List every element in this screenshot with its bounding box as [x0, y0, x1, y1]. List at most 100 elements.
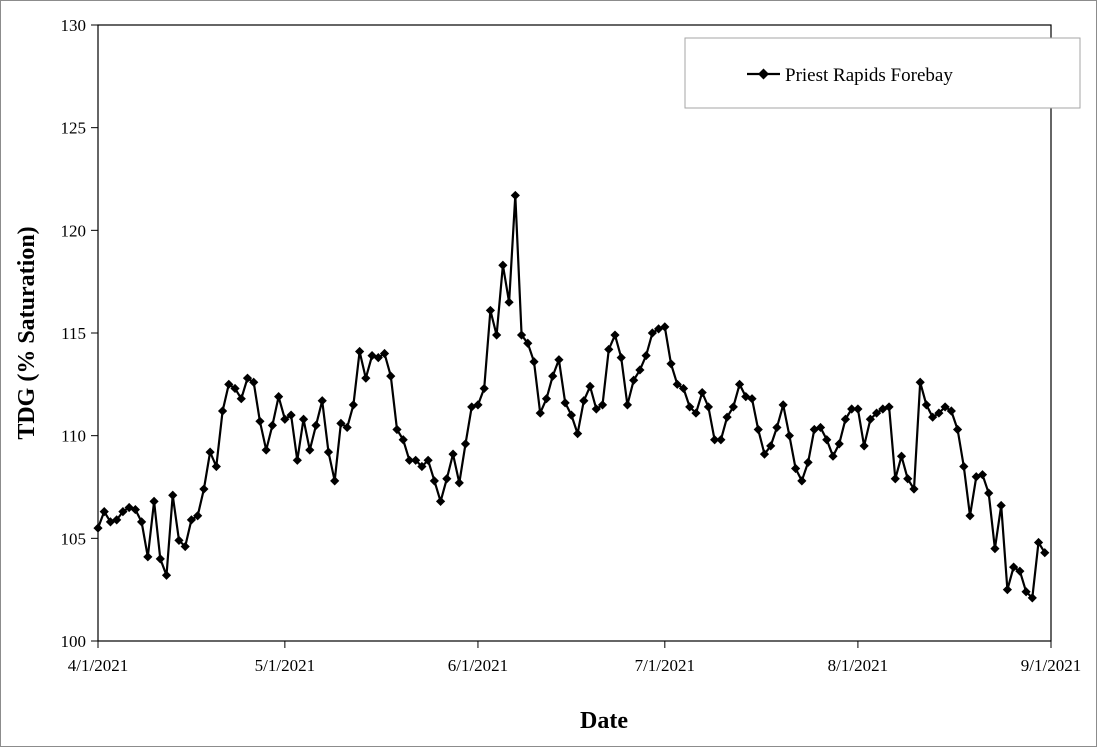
y-tick-label: 120: [61, 221, 87, 240]
data-point: [386, 371, 396, 381]
x-tick-label: 8/1/2021: [828, 656, 888, 675]
data-point: [610, 330, 620, 340]
data-point: [460, 439, 471, 449]
series-layer: [93, 190, 1050, 603]
data-point: [217, 406, 228, 416]
data-point: [772, 422, 782, 433]
data-point: [535, 408, 545, 418]
data-point: [342, 422, 352, 433]
data-point: [224, 379, 234, 389]
data-point: [249, 377, 259, 387]
data-point: [404, 455, 415, 465]
data-point: [566, 410, 576, 420]
data-point: [622, 400, 633, 410]
legend: Priest Rapids Forebay: [684, 37, 1081, 109]
data-point: [236, 394, 246, 404]
data-point: [417, 461, 427, 472]
data-point: [118, 507, 128, 517]
plot-border: [97, 24, 1052, 642]
data-point: [604, 344, 614, 355]
data-point: [865, 414, 875, 424]
data-point: [93, 523, 103, 533]
data-point: [591, 404, 601, 414]
data-point: [977, 470, 988, 480]
data-point: [685, 402, 695, 412]
data-point: [647, 328, 657, 338]
y-tick-label: 115: [61, 324, 86, 343]
data-point: [174, 535, 184, 545]
data-point: [703, 402, 714, 412]
data-point: [442, 474, 452, 484]
data-point: [1002, 585, 1012, 595]
data-point: [890, 474, 900, 484]
data-point: [130, 504, 140, 515]
data-point: [597, 400, 608, 410]
data-point: [734, 379, 745, 389]
y-tick-label: 105: [61, 529, 87, 548]
data-point: [230, 383, 240, 394]
data-point: [934, 408, 944, 418]
data-point: [1015, 566, 1025, 576]
data-point: [373, 353, 383, 363]
data-point: [678, 383, 689, 394]
data-point: [952, 424, 963, 435]
data-point: [815, 422, 826, 433]
data-point: [355, 346, 365, 357]
data-point: [585, 381, 595, 391]
data-point: [423, 455, 433, 465]
data-point: [641, 350, 651, 361]
data-point: [211, 461, 221, 472]
legend-entry-label: Priest Rapids Forebay: [785, 65, 953, 86]
data-point: [896, 451, 907, 461]
data-point: [473, 400, 483, 410]
data-point: [242, 373, 253, 383]
data-point: [510, 190, 520, 201]
data-point: [149, 496, 159, 506]
data-point: [797, 476, 807, 486]
data-point: [155, 554, 165, 564]
data-point: [467, 402, 477, 412]
x-tick-label: 4/1/2021: [68, 656, 128, 675]
data-point: [398, 435, 408, 445]
data-point: [616, 353, 626, 363]
data-point: [161, 570, 172, 580]
data-point: [411, 455, 421, 465]
data-point: [853, 404, 863, 414]
data-point: [548, 371, 558, 381]
data-point: [691, 408, 701, 418]
data-point: [666, 359, 676, 369]
data-point: [834, 439, 844, 449]
data-point: [317, 396, 327, 406]
data-point: [392, 424, 402, 435]
y-tick-label: 125: [61, 119, 87, 138]
data-point: [672, 379, 682, 389]
data-point: [940, 402, 950, 412]
data-point: [1021, 587, 1031, 597]
data-point: [112, 515, 122, 525]
data-point: [105, 517, 116, 527]
data-point: [847, 404, 857, 414]
data-point: [660, 322, 670, 332]
data-point: [186, 515, 197, 525]
x-tick-label: 5/1/2021: [255, 656, 315, 675]
data-point: [485, 305, 496, 316]
y-tick-label: 110: [61, 427, 86, 446]
data-point: [286, 410, 296, 420]
data-point: [429, 476, 439, 486]
data-point: [653, 324, 664, 334]
data-point: [828, 451, 838, 461]
data-point: [629, 375, 639, 385]
legend-marker-diamond: [758, 68, 769, 80]
data-point: [305, 445, 315, 455]
data-point: [255, 416, 265, 426]
data-point: [728, 402, 738, 412]
data-point: [859, 441, 869, 451]
data-point: [753, 424, 763, 435]
data-point: [579, 396, 589, 406]
data-point: [99, 507, 109, 517]
data-point: [959, 461, 969, 472]
data-point: [884, 402, 894, 412]
data-point: [871, 408, 882, 418]
data-point: [330, 476, 340, 486]
